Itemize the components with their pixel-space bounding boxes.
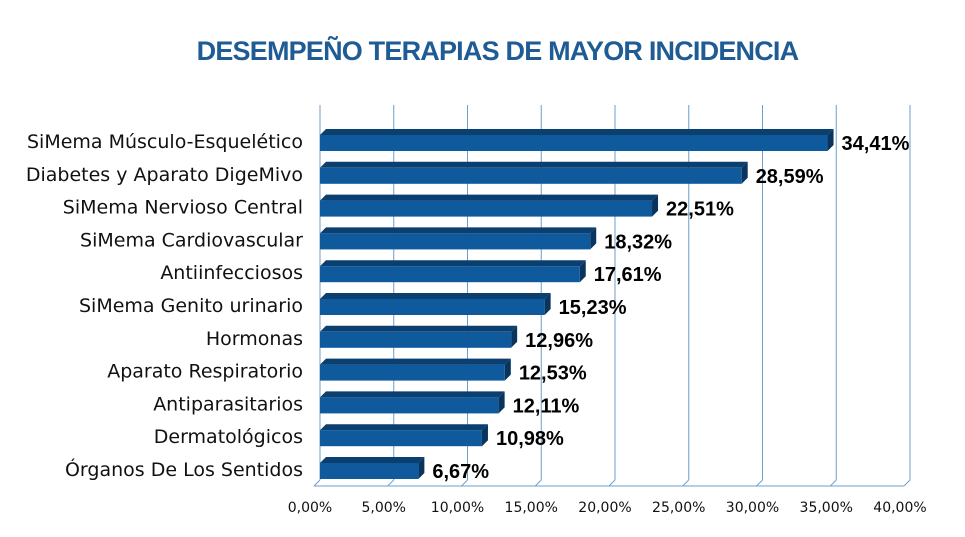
bar xyxy=(320,424,488,447)
bar-front-face xyxy=(320,167,742,184)
gridline-foot xyxy=(313,479,321,487)
value-label: 34,41% xyxy=(842,133,910,155)
value-label: 15,23% xyxy=(559,297,627,319)
bar-top-face xyxy=(320,227,597,234)
value-label: 12,11% xyxy=(513,395,580,417)
bar xyxy=(320,325,518,348)
bar xyxy=(320,457,425,479)
value-label: 6,67% xyxy=(432,461,489,483)
x-tick-label: 30,00% xyxy=(726,500,779,516)
value-label: 28,59% xyxy=(756,166,824,188)
bar-side-face xyxy=(498,391,505,414)
bar-front-face xyxy=(320,463,419,479)
category-label: SiMema Cardiovascular xyxy=(80,229,303,251)
category-label: Hormonas xyxy=(206,328,303,350)
bar-side-face xyxy=(741,161,748,184)
value-label: 10,98% xyxy=(496,428,564,450)
x-tick-label: 10,00% xyxy=(431,500,484,516)
category-labels: SiMema Músculo-Esquelético Diabetes y Apa… xyxy=(26,131,303,481)
gridline-foot xyxy=(682,479,690,487)
bar-top-face xyxy=(320,391,505,398)
category-label: SiMema Genito urinario xyxy=(79,295,303,317)
bar-front-face xyxy=(320,135,828,151)
gridline-foot xyxy=(461,479,468,487)
value-label: 22,51% xyxy=(666,199,734,221)
value-label: 12,53% xyxy=(519,363,587,385)
x-tick-label: 40,00% xyxy=(873,500,926,516)
bar-side-face xyxy=(579,260,586,283)
gridline-foot xyxy=(387,479,395,487)
bar xyxy=(320,194,659,217)
bar xyxy=(320,391,505,414)
bar-side-face xyxy=(544,293,551,315)
bar-front-face xyxy=(320,331,512,348)
x-tick-label: 35,00% xyxy=(800,500,853,516)
gridline-foot xyxy=(829,479,837,487)
chart-title: DESEMPEÑO TERAPIAS DE MAYOR INCIDENCIA xyxy=(196,36,800,66)
x-tick-label: 0,00% xyxy=(288,500,332,516)
bar-front-face xyxy=(320,200,653,217)
bar-top-face xyxy=(320,161,748,168)
value-label: 17,61% xyxy=(594,264,662,286)
bar-front-face xyxy=(320,397,499,414)
x-tick-label: 15,00% xyxy=(505,500,558,516)
bar xyxy=(320,161,748,184)
bar-front-face xyxy=(320,299,545,315)
category-label: SiMema Nervioso Central xyxy=(63,197,303,219)
bar-side-face xyxy=(504,358,511,381)
bar-top-face xyxy=(320,424,488,431)
category-label: Antiparasitarios xyxy=(153,393,303,415)
gridline-foot xyxy=(534,479,542,487)
x-tick-label: 5,00% xyxy=(362,500,406,516)
bar-top-face xyxy=(320,293,551,299)
x-tick-labels: 0,00% 5,00% 10,00% 15,00% 20,00% 25,00% 30,00%… xyxy=(288,500,927,516)
bar-top-face xyxy=(320,457,425,463)
gridline-foot xyxy=(756,479,763,487)
bar xyxy=(320,227,597,250)
category-label: Diabetes y Aparato DigeMivo xyxy=(26,164,303,186)
bar-top-face xyxy=(320,260,586,267)
bar xyxy=(320,358,511,381)
bar-front-face xyxy=(320,233,591,250)
bar-front-face xyxy=(320,364,505,381)
bar xyxy=(320,293,551,315)
bar-side-face xyxy=(590,227,597,250)
bar-top-face xyxy=(320,194,659,201)
bar xyxy=(320,129,834,151)
category-label: Órganos De Los Sentidos xyxy=(65,457,303,481)
category-label: Antiinfecciosos xyxy=(160,262,303,284)
bar-side-face xyxy=(418,457,425,479)
bar-front-face xyxy=(320,430,482,447)
bar-side-face xyxy=(652,194,659,217)
bars xyxy=(320,129,834,479)
gridline-foot xyxy=(608,479,616,487)
category-label: Aparato Respiratorio xyxy=(107,361,303,383)
bar-side-face xyxy=(511,325,518,348)
value-label: 18,32% xyxy=(604,231,672,253)
bar-side-face xyxy=(827,129,834,151)
bar-top-face xyxy=(320,129,834,135)
category-label: SiMema Músculo-Esquelético xyxy=(27,131,303,153)
bar-top-face xyxy=(320,325,518,332)
x-tick-label: 25,00% xyxy=(652,500,705,516)
bar xyxy=(320,260,586,283)
value-labels: 34,41% 28,59% 22,51% 18,32% 17,61% 15,23% 12,9… xyxy=(432,133,909,483)
bar-front-face xyxy=(320,266,580,283)
category-label: Dermatológicos xyxy=(154,426,303,448)
x-tick-label: 20,00% xyxy=(578,500,631,516)
bar-top-face xyxy=(320,358,511,365)
value-label: 12,96% xyxy=(525,330,593,352)
gridline-foot xyxy=(903,479,911,487)
bar-side-face xyxy=(481,424,488,447)
